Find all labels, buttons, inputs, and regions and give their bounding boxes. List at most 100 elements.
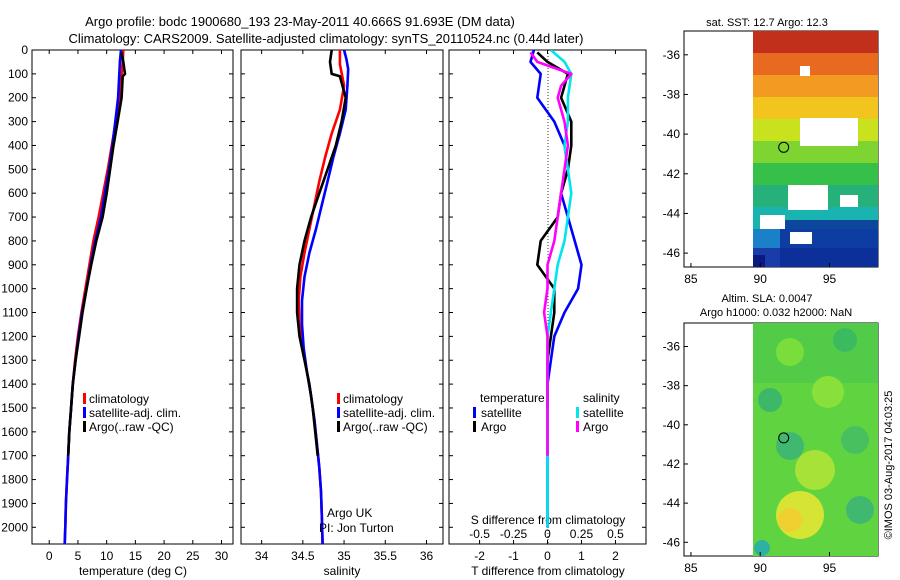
x-tick-label: -2 (474, 549, 485, 563)
annotation-argo-uk: Argo UK (327, 506, 372, 520)
difference-series (529, 50, 583, 528)
depth-tick-label: 1900 (1, 496, 28, 510)
legend-swatch-argo (337, 421, 340, 432)
salinity-series (295, 50, 350, 544)
x-tick-label: 0 (544, 549, 551, 563)
map-x-tick-label: 85 (684, 272, 698, 286)
x-tick-label: 30 (215, 549, 229, 563)
legend-label-argo: Argo(..raw -QC) (343, 420, 428, 434)
sla-heatmap-field (753, 323, 878, 556)
map-y-tick-label: -40 (663, 127, 681, 141)
legend-label-argo: Argo(..raw -QC) (89, 420, 174, 434)
series-line-satellite (63, 50, 123, 544)
sla-argo-location-marker (778, 432, 790, 444)
map-y-tick-label: -38 (663, 87, 681, 101)
sst-map-tick-labels: 85 90 95 -36 -38 -40 -42 -44 -46 (663, 48, 837, 286)
map-x-tick-label: 85 (684, 561, 698, 575)
series-line-climatology (297, 50, 346, 544)
sst-map-title: sat. SST: 12.7 Argo: 12.3 (706, 17, 828, 29)
depth-tick-label: 800 (8, 234, 28, 248)
salinity-axes (240, 49, 444, 545)
depth-tick-label: 200 (8, 91, 28, 105)
depth-tick-label: 1300 (1, 353, 28, 367)
x-tick-label: 2 (612, 549, 619, 563)
temperature-x-tick-labels: 0 5 10 15 20 25 30 (46, 549, 229, 563)
x-tick-label: 35.5 (374, 549, 398, 563)
x-tick-label: -1 (508, 549, 519, 563)
depth-tick-label: 1800 (1, 473, 28, 487)
temperature-x-axis-label: temperature (deg C) (79, 564, 187, 578)
salinity-x-axis-label: salinity (324, 564, 361, 578)
x-tick-label: 25 (186, 549, 200, 563)
depth-tick-label: 300 (8, 115, 28, 129)
figure-title-line2: Climatology: CARS2009. Satellite-adjuste… (69, 31, 584, 46)
sst-map: 85 90 95 -36 -38 -40 -42 -44 -46 (663, 30, 879, 286)
depth-tick-label: 1700 (1, 449, 28, 463)
legend-label-satellite: satellite-adj. clim. (89, 406, 181, 420)
map-x-tick-label: 90 (754, 272, 768, 286)
s-diff-tick-label: -0.5 (469, 527, 490, 541)
map-x-tick-label: 90 (754, 561, 768, 575)
x-tick-label: 1 (578, 549, 585, 563)
x-tick-label: 34 (255, 549, 269, 563)
legend-label-t-argo: Argo (481, 420, 507, 434)
legend-swatch-climatology (337, 393, 340, 404)
sst-argo-location-marker (778, 141, 790, 153)
temperature-legend: climatology satellite-adj. clim. Argo(..… (83, 392, 181, 434)
map-y-tick-label: -44 (663, 206, 681, 220)
salinity-x-tick-labels: 34 34.5 35 35.5 36 (255, 549, 434, 563)
depth-tick-label: 400 (8, 138, 28, 152)
legend-label-t-satellite: satellite (481, 406, 522, 420)
legend-header-salinity: salinity (583, 391, 620, 405)
depth-tick-label: 1000 (1, 282, 28, 296)
s-diff-tick-label: 0.25 (570, 527, 594, 541)
series-line-argo_salinity (529, 51, 573, 456)
legend-swatch-satellite (83, 407, 86, 418)
depth-tick-label: 1600 (1, 425, 28, 439)
map-y-tick-label: -36 (663, 48, 681, 62)
map-y-tick-label: -40 (663, 418, 681, 432)
depth-tick-label: 700 (8, 210, 28, 224)
legend-swatch-argo (83, 421, 86, 432)
sla-map-title-line1: Altim. SLA: 0.0047 (721, 293, 812, 305)
x-tick-label: 36 (420, 549, 434, 563)
map-y-tick-label: -36 (663, 339, 681, 353)
legend-swatch-s-satellite (576, 407, 579, 418)
x-tick-label: 0 (46, 549, 53, 563)
map-y-tick-label: -42 (663, 457, 681, 471)
map-x-tick-label: 95 (823, 272, 837, 286)
figure-title-line1: Argo profile: bodc 1900680_193 23-May-20… (85, 14, 515, 29)
x-tick-label: 15 (129, 549, 143, 563)
map-y-tick-label: -46 (663, 246, 681, 260)
legend-label-climatology: climatology (343, 392, 403, 406)
depth-tick-label: 900 (8, 258, 28, 272)
annotation-pi: PI: Jon Turton (319, 521, 394, 535)
legend-swatch-t-argo (473, 421, 476, 432)
difference-legend: temperature salinity satellite Argo sate… (473, 391, 624, 434)
series-line-argo (66, 52, 127, 456)
legend-swatch-climatology (83, 393, 86, 404)
map-y-tick-label: -44 (663, 496, 681, 510)
depth-tick-label: 600 (8, 186, 28, 200)
sla-map-tick-labels: 85 90 95 -36 -38 -40 -42 -44 -46 (663, 339, 837, 575)
x-tick-label: 10 (100, 549, 114, 563)
depth-tick-label: 1200 (1, 329, 28, 343)
x-tick-label: 34.5 (291, 549, 315, 563)
temperature-axes (31, 49, 234, 545)
depth-tick-label: 500 (8, 162, 28, 176)
temperature-series (63, 50, 127, 544)
legend-label-satellite: satellite-adj. clim. (343, 406, 435, 420)
depth-tick-label: 0 (21, 43, 28, 57)
depth-tick-label: 1400 (1, 377, 28, 391)
salinity-legend: climatology satellite-adj. clim. Argo(..… (337, 392, 435, 434)
salinity-difference-tick-labels: -0.5 -0.25 0 0.25 0.5 (469, 527, 624, 541)
legend-label-s-argo: Argo (583, 420, 609, 434)
sst-heatmap-field (753, 31, 878, 267)
map-y-tick-label: -38 (663, 379, 681, 393)
depth-tick-label: 1100 (2, 306, 28, 320)
depth-tick-label: 100 (8, 67, 28, 81)
legend-swatch-t-satellite (473, 407, 476, 418)
legend-swatch-satellite (337, 407, 340, 418)
series-line-satellite (529, 50, 583, 528)
